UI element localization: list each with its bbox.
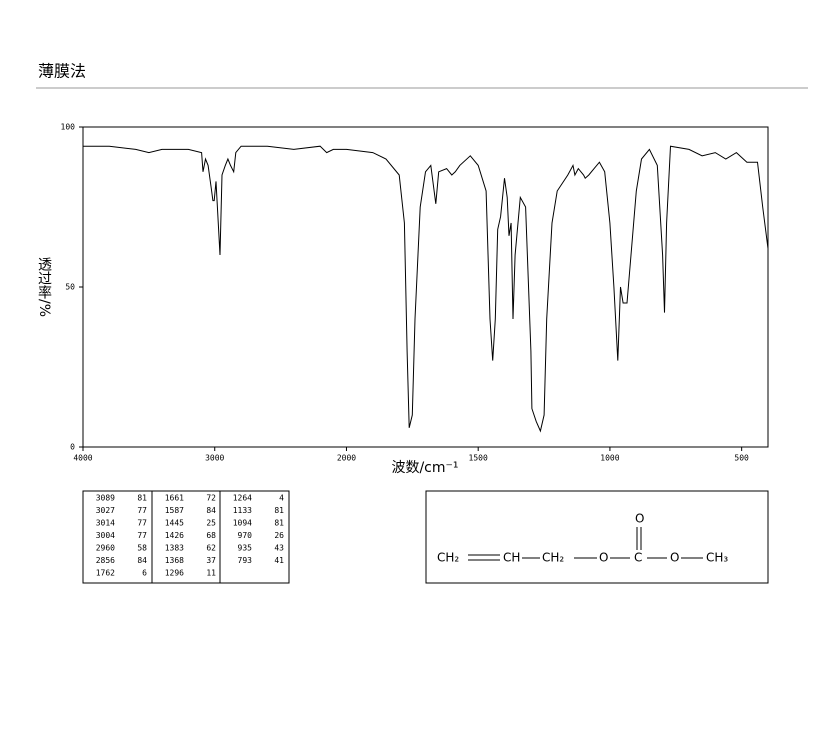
- peak-table: [82, 490, 290, 584]
- spectrum-line: [83, 145, 769, 433]
- y-tick-label: 100: [61, 123, 76, 132]
- y-tick-label: 0: [70, 443, 75, 452]
- atom-group: CH₃: [706, 551, 728, 565]
- peak-transmittance: 26: [274, 531, 284, 540]
- peak-transmittance: 58: [137, 544, 147, 553]
- peak-wavenumber: 3089: [96, 494, 115, 503]
- atom-group: CH₂: [437, 551, 459, 565]
- atom-group: O: [670, 551, 679, 565]
- peak-transmittance: 72: [206, 494, 216, 503]
- x-tick-label: 3000: [205, 454, 224, 463]
- peak-transmittance: 84: [137, 556, 147, 565]
- atom-group: O: [599, 551, 608, 565]
- x-tick-label: 1500: [469, 454, 488, 463]
- x-tick-label: 1000: [600, 454, 619, 463]
- atom-group: O: [635, 512, 644, 526]
- peak-wavenumber: 3014: [96, 519, 115, 528]
- peak-transmittance: 6: [142, 569, 147, 578]
- x-tick-label: 4000: [73, 454, 92, 463]
- peak-transmittance: 77: [137, 531, 147, 540]
- peak-wavenumber: 935: [238, 544, 253, 553]
- peak-wavenumber: 1094: [233, 519, 252, 528]
- peak-wavenumber: 970: [238, 531, 253, 540]
- peak-transmittance: 62: [206, 544, 216, 553]
- peak-transmittance: 41: [274, 556, 284, 565]
- peak-transmittance: 43: [274, 544, 284, 553]
- peak-wavenumber: 1587: [165, 506, 184, 515]
- peak-transmittance: 25: [206, 519, 216, 528]
- peak-wavenumber: 1445: [165, 519, 184, 528]
- y-tick-label: 50: [65, 283, 75, 292]
- peak-wavenumber: 2960: [96, 544, 115, 553]
- peak-transmittance: 81: [274, 519, 284, 528]
- atom-group: CH: [503, 551, 520, 565]
- peak-transmittance: 77: [137, 519, 147, 528]
- atom-group: CH₂: [542, 551, 564, 565]
- x-tick-label: 2000: [337, 454, 356, 463]
- peak-transmittance: 77: [137, 506, 147, 515]
- peak-wavenumber: 3027: [96, 506, 115, 515]
- peak-transmittance: 81: [137, 494, 147, 503]
- peak-wavenumber: 3004: [96, 531, 115, 540]
- peak-wavenumber: 1762: [96, 569, 115, 578]
- peak-wavenumber: 1383: [165, 544, 184, 553]
- structure-box: [425, 490, 769, 584]
- peak-wavenumber: 1296: [165, 569, 184, 578]
- atom-group: C: [634, 551, 642, 565]
- peak-wavenumber: 1264: [233, 494, 252, 503]
- bonds: [468, 527, 703, 561]
- page-title: 薄膜法: [38, 62, 86, 81]
- x-axis-title: 波数/cm⁻¹: [391, 460, 458, 476]
- peak-wavenumber: 1133: [233, 506, 252, 515]
- peak-wavenumber: 1368: [165, 556, 184, 565]
- peak-wavenumber: 1426: [165, 531, 184, 540]
- x-tick-label: 500: [734, 454, 749, 463]
- peak-transmittance: 81: [274, 506, 284, 515]
- peak-wavenumber: 793: [238, 556, 253, 565]
- peak-transmittance: 68: [206, 531, 216, 540]
- y-axis-title: 透过率/%: [36, 257, 52, 317]
- structure: CH₂ CH CH₂ O C O O CH₃: [437, 512, 728, 565]
- peak-transmittance: 37: [206, 556, 216, 565]
- peak-transmittance: 11: [206, 569, 216, 578]
- peak-wavenumber: 2856: [96, 556, 115, 565]
- peak-transmittance: 4: [279, 494, 284, 503]
- peak-wavenumber: 1661: [165, 494, 184, 503]
- peak-transmittance: 84: [206, 506, 216, 515]
